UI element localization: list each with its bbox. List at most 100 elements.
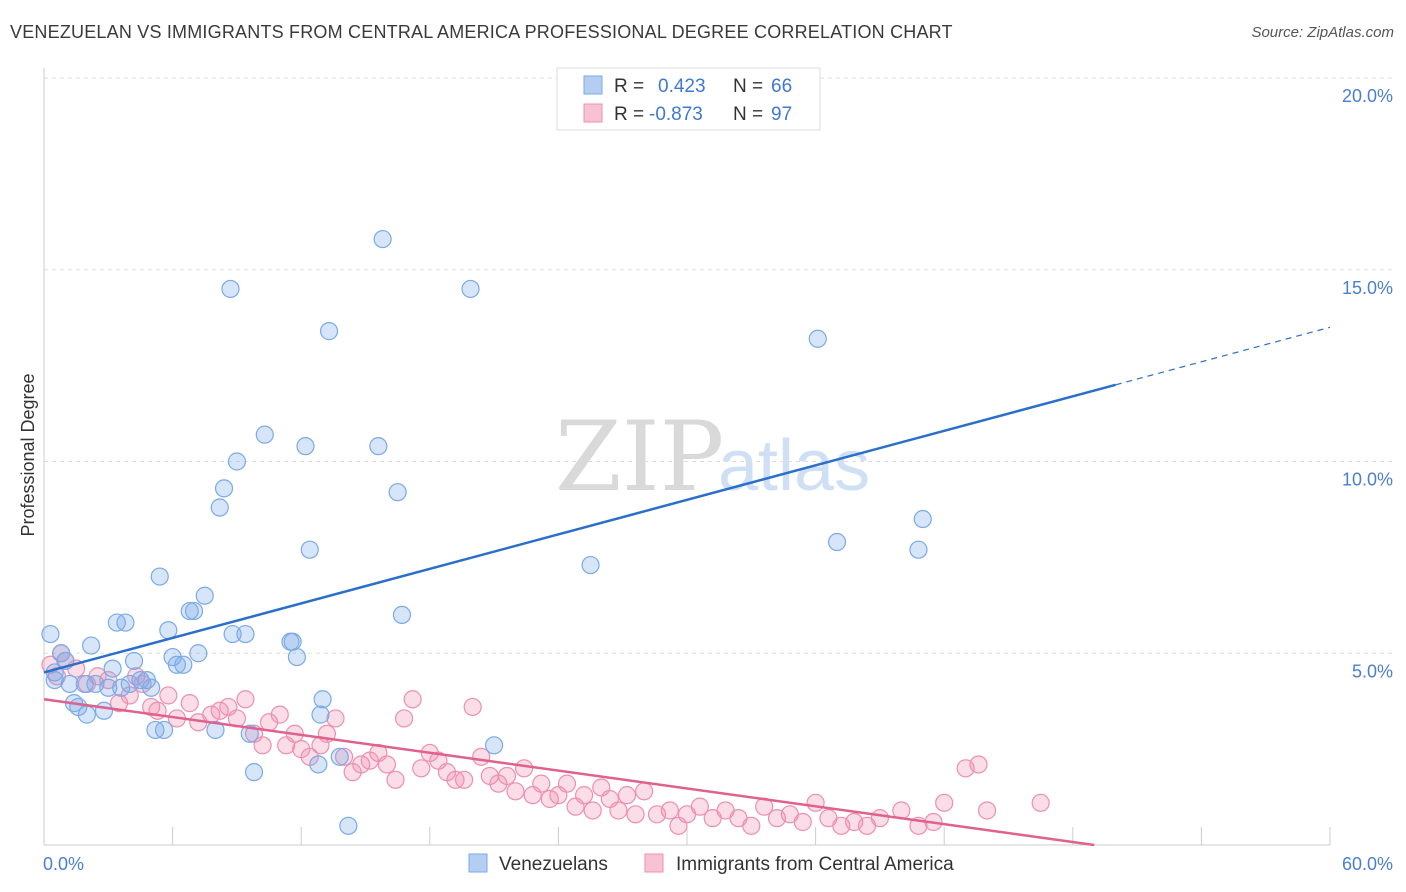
central-america-point-23	[236, 690, 255, 709]
venezuelan-point-16	[112, 678, 131, 697]
central-america-point-72	[660, 801, 679, 820]
central-america-point-41	[386, 770, 405, 789]
central-america-point-37	[352, 755, 371, 774]
central-america-point-67	[609, 801, 628, 820]
venezuelan-point-59	[581, 555, 600, 575]
venezuelan-point-46	[300, 540, 319, 559]
central-america-point-50	[463, 697, 482, 717]
bottom-legend-swatch-pink	[644, 853, 664, 873]
venezuelan-point-31	[184, 601, 204, 621]
venezuelan-point-61	[827, 532, 847, 552]
venezuelan-point-3	[45, 670, 64, 690]
central-america-point-54	[497, 766, 517, 786]
venezuelan-point-60	[808, 329, 827, 348]
central-america-point-40	[377, 755, 397, 774]
venezuelan-point-53	[369, 437, 388, 456]
legend-swatch-blue	[583, 75, 603, 95]
central-america-point-75	[690, 797, 709, 816]
venezuelan-point-6	[60, 674, 79, 694]
venezuelan-point-36	[214, 479, 234, 498]
venezuelan-point-33	[195, 586, 214, 605]
trend-line-central-america	[43, 698, 1095, 847]
venezuelan-point-32	[189, 644, 208, 663]
central-america-point-17	[180, 694, 199, 713]
venezuelan-point-22	[142, 678, 161, 697]
venezuelan-point-48	[311, 705, 330, 724]
central-america-point-55	[506, 782, 525, 801]
venezuelan-point-9	[77, 705, 96, 724]
venezuelan-point-55	[388, 483, 407, 502]
venezuelan-point-63	[913, 509, 932, 529]
central-america-point-15	[159, 686, 178, 705]
central-america-point-68	[617, 786, 637, 805]
axes	[43, 68, 1331, 846]
venezuelan-point-44	[287, 647, 307, 667]
legend-pink-r-value: -0.873	[649, 104, 703, 125]
central-america-point-25	[253, 736, 272, 755]
venezuelan-point-24	[150, 567, 169, 586]
y-axis-label: Professional Degree	[18, 373, 38, 536]
central-america-point-20	[210, 701, 229, 720]
legend-swatch-pink	[583, 103, 603, 123]
legend-blue-r-value: 0.423	[658, 76, 706, 97]
venezuelan-point-49	[313, 690, 332, 709]
legend-blue-n-label: N =	[733, 76, 763, 97]
central-america-point-34	[326, 709, 345, 728]
central-america-point-59	[540, 789, 559, 809]
bottom-legend-central-america: Immigrants from Central America	[676, 854, 954, 875]
venezuelan-point-30	[180, 601, 199, 621]
central-america-point-64	[583, 801, 602, 820]
venezuelan-point-50	[319, 322, 339, 341]
central-america-point-70	[635, 782, 654, 801]
watermark-zip: ZIP	[555, 401, 724, 513]
venezuelan-point-10	[82, 636, 101, 655]
series-venezuelans-points	[41, 229, 932, 835]
trend-line-venezuelans	[43, 383, 1116, 674]
venezuelan-point-12	[94, 701, 114, 720]
venezuelan-point-52	[339, 816, 358, 835]
chart-title: VENEZUELAN VS IMMIGRANTS FROM CENTRAL AM…	[10, 22, 953, 42]
x-tick-label-max: 60.0%	[1342, 854, 1393, 874]
central-america-point-42	[394, 709, 414, 728]
legend-pink-r-label: R =	[614, 104, 644, 125]
legend-pink-n-label: N =	[733, 104, 763, 125]
central-america-point-44	[412, 759, 431, 778]
venezuelan-point-1	[41, 624, 60, 644]
venezuelan-point-54	[373, 229, 392, 249]
grid-lines	[44, 77, 1392, 654]
venezuelan-point-51	[330, 747, 349, 766]
y-tick-label-4: 20.0%	[1342, 86, 1393, 106]
venezuelan-point-41	[244, 763, 264, 782]
tick-labels: 5.0% 10.0% 15.0% 20.0% 0.0% 60.0%	[43, 86, 1393, 874]
legend-blue-n-value: 66	[771, 76, 792, 97]
bottom-legend-venezuelans: Venezuelans	[499, 854, 608, 875]
chart-source: Source: ZipAtlas.com	[1251, 24, 1394, 41]
central-america-point-84	[806, 793, 825, 812]
central-america-point-97	[1031, 793, 1050, 812]
legend-pink-n-value: 97	[771, 104, 792, 125]
legend-blue-r-label: R =	[614, 76, 644, 97]
trend-lines	[43, 326, 1331, 847]
venezuelan-point-58	[485, 736, 504, 755]
venezuelan-point-13	[99, 678, 118, 697]
venezuelan-point-56	[392, 605, 412, 625]
watermark-atlas: atlas	[718, 426, 870, 506]
venezuelan-point-62	[909, 540, 928, 559]
venezuelan-point-17	[116, 613, 135, 632]
central-america-point-69	[626, 805, 645, 824]
venezuelan-point-57	[461, 279, 480, 299]
venezuelan-point-42	[255, 425, 274, 444]
x-tick-label-min: 0.0%	[43, 854, 84, 874]
central-america-point-49	[454, 770, 474, 789]
central-america-point-95	[969, 755, 988, 774]
watermark: ZIP atlas	[555, 401, 870, 513]
central-america-point-58	[532, 774, 551, 793]
venezuelan-point-14	[103, 659, 122, 678]
central-america-point-63	[575, 786, 594, 805]
venezuelan-point-34	[206, 720, 225, 740]
venezuelan-point-18	[120, 674, 139, 694]
bottom-legend-swatch-blue	[468, 853, 488, 873]
venezuelan-point-64	[221, 279, 240, 299]
venezuelan-point-35	[210, 498, 229, 517]
